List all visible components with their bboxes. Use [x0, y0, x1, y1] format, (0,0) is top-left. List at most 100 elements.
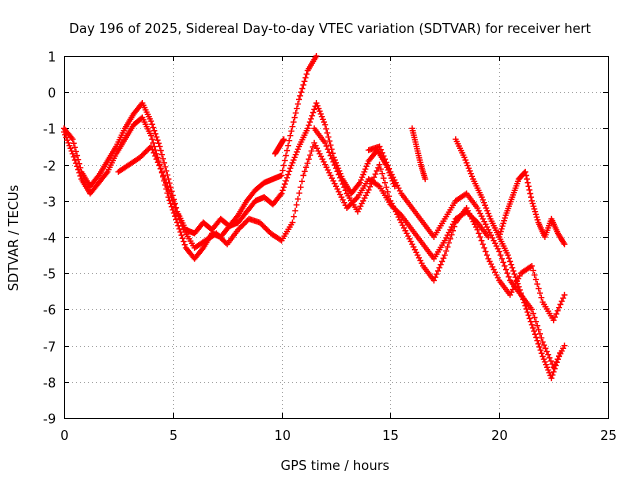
y-tick-label: -2: [43, 160, 56, 175]
data-point: [281, 157, 288, 164]
data-point: [383, 184, 390, 191]
data-point: [158, 151, 165, 158]
data-point: [532, 208, 539, 215]
data-point: [556, 304, 563, 311]
data-point: [290, 213, 297, 220]
series-track-4: [311, 125, 568, 324]
data-point: [69, 136, 76, 143]
data-point: [467, 170, 474, 177]
data-point: [334, 168, 341, 175]
data-point: [498, 225, 505, 232]
data-point: [480, 199, 487, 206]
data-point: [279, 167, 286, 174]
data-point: [148, 118, 155, 125]
data-point: [551, 365, 558, 372]
data-point: [527, 190, 534, 197]
data-point: [451, 223, 458, 230]
data-point: [478, 237, 485, 244]
data-point: [66, 142, 73, 149]
data-point: [155, 140, 162, 147]
data-point: [326, 138, 333, 145]
data-point: [439, 258, 446, 265]
data-point: [507, 258, 514, 265]
data-point: [381, 156, 388, 163]
data-point: [443, 248, 450, 255]
data-point: [477, 234, 484, 240]
data-point: [330, 158, 337, 165]
data-point: [360, 171, 367, 178]
data-point: [531, 272, 538, 279]
data-point: [543, 348, 550, 355]
data-point: [316, 108, 323, 115]
data-point: [75, 166, 82, 173]
data-point: [504, 270, 511, 277]
data-point: [362, 166, 369, 173]
data-point: [513, 277, 520, 284]
data-point: [335, 171, 342, 178]
chart-title: Day 196 of 2025, Sidereal Day-to-day VTE…: [69, 22, 591, 37]
data-point: [176, 225, 183, 232]
data-point: [558, 298, 565, 305]
data-point: [523, 305, 530, 312]
data-point: [323, 125, 330, 132]
data-point: [505, 255, 512, 262]
data-point: [308, 148, 315, 155]
data-point: [536, 343, 543, 350]
data-point: [168, 194, 175, 201]
data-point: [149, 136, 156, 143]
data-point: [440, 255, 447, 262]
data-point: [505, 273, 512, 280]
data-point: [285, 142, 292, 149]
data-point: [561, 342, 568, 349]
data-point: [496, 248, 503, 255]
data-point: [71, 157, 78, 164]
data-point: [497, 231, 504, 238]
data-point: [361, 168, 368, 175]
data-point: [535, 285, 542, 292]
data-point: [449, 227, 456, 234]
data-point: [294, 195, 301, 202]
data-point: [542, 345, 549, 352]
data-point: [70, 153, 77, 160]
data-point: [482, 248, 489, 255]
data-point: [557, 301, 564, 308]
data-point: [537, 347, 544, 354]
data-point: [317, 110, 324, 117]
data-point: [160, 155, 167, 162]
data-point: [432, 274, 439, 281]
data-point: [542, 361, 549, 368]
data-point: [74, 163, 81, 170]
data-point: [380, 175, 387, 182]
data-point: [359, 174, 366, 181]
data-point: [285, 171, 292, 178]
data-point: [300, 172, 307, 179]
data-point: [509, 264, 516, 271]
data-point: [531, 328, 538, 335]
data-point: [519, 293, 526, 300]
data-point: [522, 302, 529, 309]
data-point: [154, 159, 161, 166]
data-point: [278, 172, 285, 179]
data-point: [280, 184, 287, 191]
data-point: [535, 340, 542, 347]
x-tick-label: 10: [274, 429, 291, 444]
data-point: [148, 143, 155, 150]
data-point: [525, 183, 532, 190]
data-point: [342, 187, 349, 194]
data-point: [448, 231, 455, 238]
data-point: [314, 102, 321, 109]
data-point: [163, 179, 169, 186]
data-point: [474, 226, 481, 233]
data-point: [69, 150, 76, 157]
data-point: [481, 244, 488, 251]
data-point: [291, 154, 298, 161]
data-point: [149, 121, 156, 128]
data-point: [483, 252, 490, 259]
data-point: [532, 331, 539, 338]
data-point: [307, 115, 314, 122]
x-tick-label: 15: [382, 429, 399, 444]
data-point: [508, 261, 515, 268]
data-point: [157, 147, 164, 154]
data-point: [175, 212, 182, 219]
data-point: [77, 172, 84, 179]
